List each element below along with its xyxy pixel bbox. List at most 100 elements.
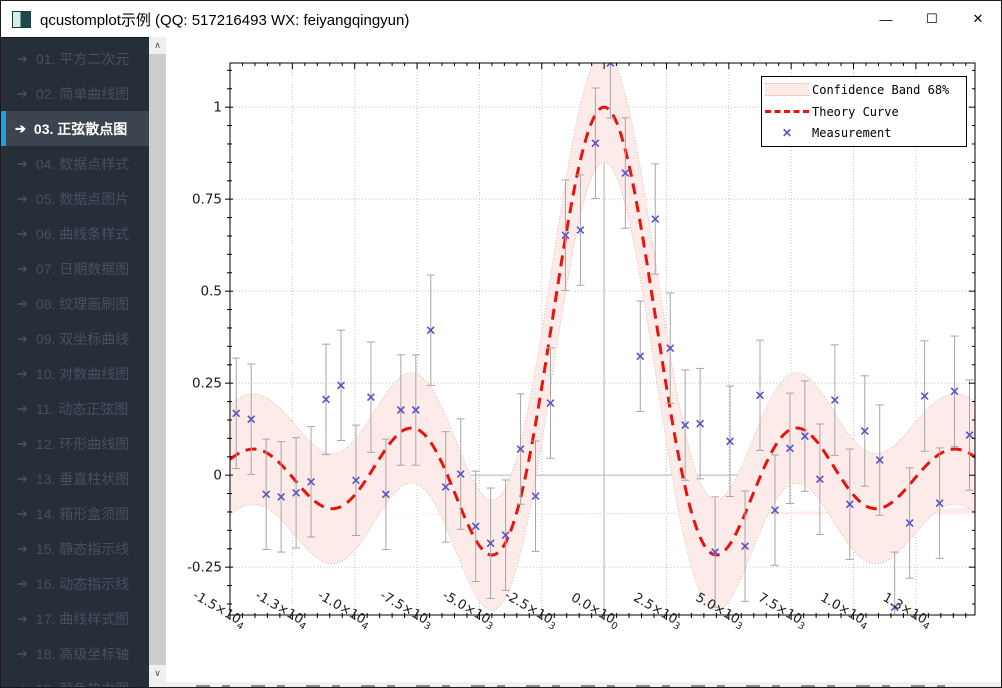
sidebar-item-label: 18. 高级坐标轴 — [35, 645, 130, 662]
chart-panel: 1 0.75 0.5 0.25 0 -0.25 -1.5×104 -1.3×104 -1.0×1… — [166, 37, 1001, 687]
svg-text:0.5: 0.5 — [201, 284, 222, 300]
arrow-icon: ➔ — [17, 225, 28, 241]
sidebar-item[interactable]: ➔ 08. 纹理画刷图 — [1, 286, 149, 321]
sidebar-item[interactable]: ➔ 04. 数据点样式 — [1, 146, 149, 181]
maximize-button[interactable]: ☐ — [926, 11, 938, 26]
sidebar-item[interactable]: ➔ 14. 箱形盒须图 — [1, 496, 149, 531]
arrow-icon: ➔ — [17, 155, 28, 171]
svg-text:-0.25: -0.25 — [187, 560, 222, 576]
arrow-icon: ➔ — [17, 190, 28, 206]
window-title: qcustomplot示例 (QQ: 517216493 WX: feiyang… — [40, 11, 410, 29]
sidebar-item[interactable]: ➔ 17. 曲线样式图 — [1, 601, 149, 636]
legend-entry[interactable]: Confidence Band 68% — [762, 80, 966, 100]
sidebar-item[interactable]: ➔ 13. 垂直柱状图 — [1, 461, 149, 496]
sidebar-item-label: 17. 曲线样式图 — [35, 610, 130, 627]
svg-text:0.75: 0.75 — [192, 192, 222, 208]
arrow-icon: ➔ — [17, 365, 28, 381]
close-button[interactable]: ✕ — [972, 11, 984, 26]
sidebar-item-label: 03. 正弦散点图 — [33, 120, 128, 137]
legend-swatch — [762, 83, 812, 97]
arrow-icon: ➔ — [17, 400, 28, 416]
titlebar[interactable]: qcustomplot示例 (QQ: 517216493 WX: feiyang… — [1, 1, 1001, 37]
sidebar-menu: ➔ 01. 平方二次元 ➔ 02. 简单曲线图 ➔ 03. 正弦散点图 ➔ 04… — [1, 37, 149, 688]
sidebar-item[interactable]: ➔ 02. 简单曲线图 — [1, 76, 149, 111]
sidebar-item[interactable]: ➔ 12. 环形曲线图 — [1, 426, 149, 461]
confidence-band — [230, 63, 975, 611]
sidebar-item-label: 05. 数据点图片 — [35, 190, 130, 207]
arrow-icon: ➔ — [17, 260, 28, 276]
arrow-icon: ➔ — [17, 435, 28, 451]
svg-text:0.25: 0.25 — [192, 376, 222, 392]
sidebar-item[interactable]: ➔ 09. 双坐标曲线 — [1, 321, 149, 356]
svg-text:0: 0 — [213, 468, 222, 484]
chart-legend: Confidence Band 68% Theory Curve ✕ Measu… — [761, 76, 967, 147]
sidebar-item-label: 14. 箱形盒须图 — [35, 505, 130, 522]
arrow-icon: ➔ — [17, 330, 28, 346]
sidebar-item-label: 15. 静态指示线 — [35, 540, 130, 557]
theory-curve — [230, 105, 975, 557]
sidebar-item-label: 11. 动态正弦图 — [35, 400, 129, 417]
sidebar-item[interactable]: ➔ 11. 动态正弦图 — [1, 391, 149, 426]
y-tick-labels: 1 0.75 0.5 0.25 0 -0.25 — [187, 100, 222, 576]
sidebar-item[interactable]: ➔ 18. 高级坐标轴 — [1, 636, 149, 671]
scrollbar-up-icon[interactable]: ∧ — [149, 37, 166, 54]
sidebar-item-label: 01. 平方二次元 — [35, 50, 130, 67]
arrow-icon: ➔ — [17, 470, 28, 486]
legend-label: Confidence Band 68% — [812, 82, 950, 97]
sidebar-item[interactable]: ➔ 07. 日期数据图 — [1, 251, 149, 286]
sidebar-item-label: 19. 颜色热力图 — [36, 679, 129, 688]
sidebar-item-label: 07. 日期数据图 — [35, 260, 130, 277]
svg-text:1.3×104: 1.3×104 — [879, 590, 935, 632]
sidebar-item-label: 06. 曲线条样式 — [35, 225, 130, 242]
cropped-content-remnant — [196, 685, 956, 687]
svg-text:-2.5×103: -2.5×103 — [501, 588, 561, 633]
svg-text:-1.5×104: -1.5×104 — [189, 588, 249, 633]
axes-box — [229, 62, 976, 616]
svg-text:1.0×104: 1.0×104 — [816, 590, 872, 632]
legend-swatch: ✕ — [781, 126, 793, 141]
sidebar-item-label: 09. 双坐标曲线 — [35, 330, 130, 347]
arrow-icon: ➔ — [17, 50, 28, 66]
arrow-icon: ➔ — [17, 645, 28, 661]
app-icon — [12, 10, 31, 28]
legend-swatch — [762, 110, 812, 113]
arrow-icon: ➔ — [17, 610, 28, 626]
arrow-icon: ➔ — [15, 120, 26, 136]
sidebar-item[interactable]: ➔ 01. 平方二次元 — [1, 41, 149, 76]
sidebar-item-label: 08. 纹理画刷图 — [35, 295, 130, 312]
arrow-icon: ➔ — [17, 505, 28, 521]
sidebar-item-label: 12. 环形曲线图 — [35, 435, 130, 452]
arrow-icon: ➔ — [17, 85, 28, 101]
svg-text:1: 1 — [213, 100, 222, 116]
arrow-icon: ➔ — [17, 295, 28, 311]
axis-ticks — [225, 63, 975, 620]
arrow-icon: ➔ — [17, 540, 28, 556]
sidebar-item-label: 02. 简单曲线图 — [35, 85, 130, 102]
sidebar-item-label: 04. 数据点样式 — [35, 155, 130, 172]
sidebar-item[interactable]: ➔ 19. 颜色热力图 — [1, 671, 149, 688]
scrollbar-thumb[interactable] — [149, 54, 166, 665]
svg-text:-7.5×103: -7.5×103 — [376, 588, 436, 633]
plot-canvas[interactable]: 1 0.75 0.5 0.25 0 -0.25 -1.5×104 -1.3×104 -1.0×1… — [166, 37, 1001, 682]
sidebar-item[interactable]: ➔ 03. 正弦散点图 — [1, 111, 149, 146]
window-bottom-edge — [166, 682, 1001, 687]
legend-entry[interactable]: Theory Curve — [762, 102, 966, 122]
sidebar-item[interactable]: ➔ 05. 数据点图片 — [1, 181, 149, 216]
legend-entry[interactable]: ✕ Measurement — [762, 123, 966, 143]
sidebar-item-label: 13. 垂直柱状图 — [35, 470, 130, 487]
scrollbar-down-icon[interactable]: ∨ — [149, 665, 166, 682]
sidebar-item[interactable]: ➔ 15. 静态指示线 — [1, 531, 149, 566]
sidebar-scrollbar[interactable]: ∧ ∨ — [149, 37, 166, 687]
legend-label: Theory Curve — [812, 104, 899, 119]
sidebar-item-label: 10. 对数曲线图 — [35, 365, 130, 382]
sidebar-item[interactable]: ➔ 10. 对数曲线图 — [1, 356, 149, 391]
svg-text:2.5×103: 2.5×103 — [629, 590, 685, 632]
minimize-button[interactable]: — — [879, 11, 893, 27]
sidebar-item[interactable]: ➔ 06. 曲线条样式 — [1, 216, 149, 251]
sidebar-item[interactable]: ➔ 16. 动态指示线 — [1, 566, 149, 601]
sidebar-item-label: 16. 动态指示线 — [35, 575, 130, 592]
arrow-icon: ➔ — [17, 575, 28, 591]
arrow-icon: ➔ — [17, 680, 28, 688]
svg-text:7.5×103: 7.5×103 — [754, 590, 810, 632]
